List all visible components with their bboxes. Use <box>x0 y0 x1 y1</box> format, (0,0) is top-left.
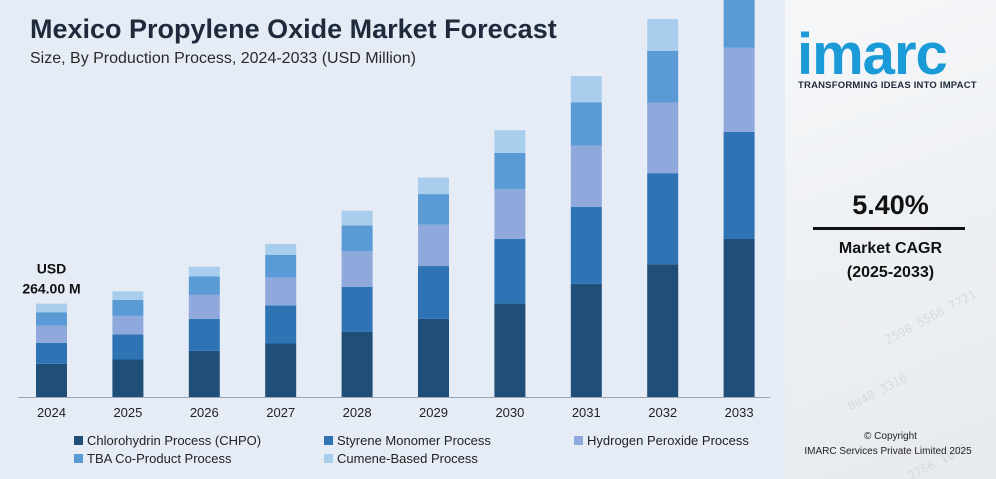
bar-segment-2033-series-3 <box>723 47 755 132</box>
x-tick-label-2026: 2026 <box>190 405 219 420</box>
bar-segment-2026-series-3 <box>188 294 220 319</box>
x-tick-label-2033: 2033 <box>725 405 754 420</box>
bar-segment-2029-series-4 <box>418 194 449 225</box>
bar-segment-2028-series-5 <box>341 210 373 226</box>
bar-segment-2031-series-2 <box>570 207 602 284</box>
legend-label: TBA Co-Product Process <box>87 451 232 466</box>
logo-tagline: TRANSFORMING IDEAS INTO IMPACT <box>798 80 977 91</box>
x-tick-label-2025: 2025 <box>113 405 142 420</box>
company-name: IMARC Services Private Limited 2025 <box>804 446 972 457</box>
bar-segment-2033-series-1 <box>723 239 755 397</box>
bar-segment-2029-series-2 <box>418 266 449 319</box>
bar-segment-2027-series-4 <box>265 255 297 278</box>
bar-segment-2028-series-2 <box>341 287 373 332</box>
legend-label: Cumene-Based Process <box>337 451 478 466</box>
legend-swatch <box>324 436 333 445</box>
total-annotation-2024-line-2: 264.00 M <box>22 281 80 297</box>
bar-segment-2030-series-5 <box>494 130 526 153</box>
background-decoration: 2590 5560 7721 <box>882 287 979 347</box>
legend-label: Styrene Monomer Process <box>337 433 491 448</box>
bar-segment-2024-series-4 <box>36 312 67 326</box>
legend-swatch <box>574 436 583 445</box>
bar-segment-2031-series-4 <box>570 102 602 146</box>
cagr-label: Market CAGR <box>838 240 943 257</box>
cagr-period: (2025-2033) <box>846 264 935 281</box>
legend-item-4: TBA Co-Product Process <box>74 451 232 466</box>
x-tick-label-2028: 2028 <box>343 405 372 420</box>
x-tick-label-2024: 2024 <box>37 405 66 420</box>
legend-swatch <box>324 454 333 463</box>
bar-segment-2024-series-5 <box>36 303 67 313</box>
chart-title: Mexico Propylene Oxide Market Forecast <box>30 14 557 44</box>
bar-segment-2028-series-1 <box>341 331 373 397</box>
side-panel: 2590 5560 7721 0048 3316 2766 1048 imarc… <box>785 0 996 479</box>
legend-item-3: Hydrogen Peroxide Process <box>574 433 749 448</box>
bar-segment-2026-series-5 <box>188 266 220 277</box>
bar-segment-2032-series-5 <box>647 18 679 51</box>
x-tick-label-2029: 2029 <box>419 405 448 420</box>
bar-segment-2025-series-5 <box>112 291 144 300</box>
background-decoration: 0048 3316 <box>845 370 910 414</box>
bar-segment-2029-series-1 <box>418 318 449 397</box>
bar-segment-2029-series-3 <box>418 224 449 267</box>
bar-segment-2026-series-2 <box>188 318 220 351</box>
bar-segment-2033-series-2 <box>723 132 755 239</box>
bar-segment-2027-series-2 <box>265 305 297 344</box>
bar-segment-2032-series-4 <box>647 50 679 103</box>
bar-segment-2030-series-4 <box>494 152 526 190</box>
bar-segment-2031-series-1 <box>570 283 602 397</box>
bar-segment-2024-series-3 <box>36 325 67 343</box>
bar-segment-2024-series-1 <box>36 363 67 397</box>
bar-segment-2028-series-3 <box>341 251 373 287</box>
bar-segment-2031-series-3 <box>570 145 602 207</box>
total-annotation-2024-line-1: USD <box>37 261 67 277</box>
legend-swatch <box>74 454 83 463</box>
bar-segment-2030-series-3 <box>494 189 526 239</box>
bar-segment-2033-series-4 <box>723 0 755 48</box>
chart-subtitle: Size, By Production Process, 2024-2033 (… <box>30 50 416 67</box>
bar-segment-2026-series-4 <box>188 276 220 295</box>
legend-item-1: Chlorohydrin Process (CHPO) <box>74 433 261 448</box>
bar-segment-2027-series-5 <box>265 243 297 255</box>
bar-segment-2029-series-5 <box>418 177 449 195</box>
legend-swatch <box>74 436 83 445</box>
stacked-bar-chart: 2024 2025 2026 2027 2028 2029 2030 2031 2032 2033… <box>18 0 770 420</box>
x-tick-label-2032: 2032 <box>648 405 677 420</box>
x-tick-label-2030: 2030 <box>495 405 524 420</box>
legend-item-5: Cumene-Based Process <box>324 451 478 466</box>
bar-segment-2031-series-5 <box>570 76 602 103</box>
chart-legend: Chlorohydrin Process (CHPO) Styrene Monom… <box>74 433 774 473</box>
legend-item-2: Styrene Monomer Process <box>324 433 491 448</box>
bar-segment-2027-series-1 <box>265 343 297 397</box>
chart-panel: Mexico Propylene Oxide Market Forecast S… <box>0 0 785 479</box>
cagr-value: 5.40% <box>852 190 929 220</box>
bar-segment-2026-series-1 <box>188 350 220 397</box>
cagr-divider <box>813 227 965 230</box>
bar-segment-2025-series-3 <box>112 315 144 335</box>
bar-segment-2025-series-1 <box>112 359 144 397</box>
bar-segment-2030-series-1 <box>494 303 526 397</box>
x-tick-label-2031: 2031 <box>572 405 601 420</box>
x-tick-label-2027: 2027 <box>266 405 295 420</box>
bar-segment-2032-series-1 <box>647 264 679 397</box>
bar-segment-2025-series-4 <box>112 299 144 316</box>
legend-label: Chlorohydrin Process (CHPO) <box>87 433 262 448</box>
bar-segment-2032-series-3 <box>647 102 679 174</box>
bar-segment-2025-series-2 <box>112 334 144 360</box>
bar-segment-2028-series-4 <box>341 225 373 252</box>
legend-label: Hydrogen Peroxide Process <box>587 433 749 448</box>
bar-segment-2030-series-2 <box>494 239 526 304</box>
bar-segment-2027-series-3 <box>265 277 297 306</box>
bar-segment-2032-series-2 <box>647 173 679 265</box>
imarc-logo: imarc <box>797 22 948 87</box>
bar-segment-2024-series-2 <box>36 342 67 364</box>
copyright-notice: © Copyright <box>864 431 917 442</box>
